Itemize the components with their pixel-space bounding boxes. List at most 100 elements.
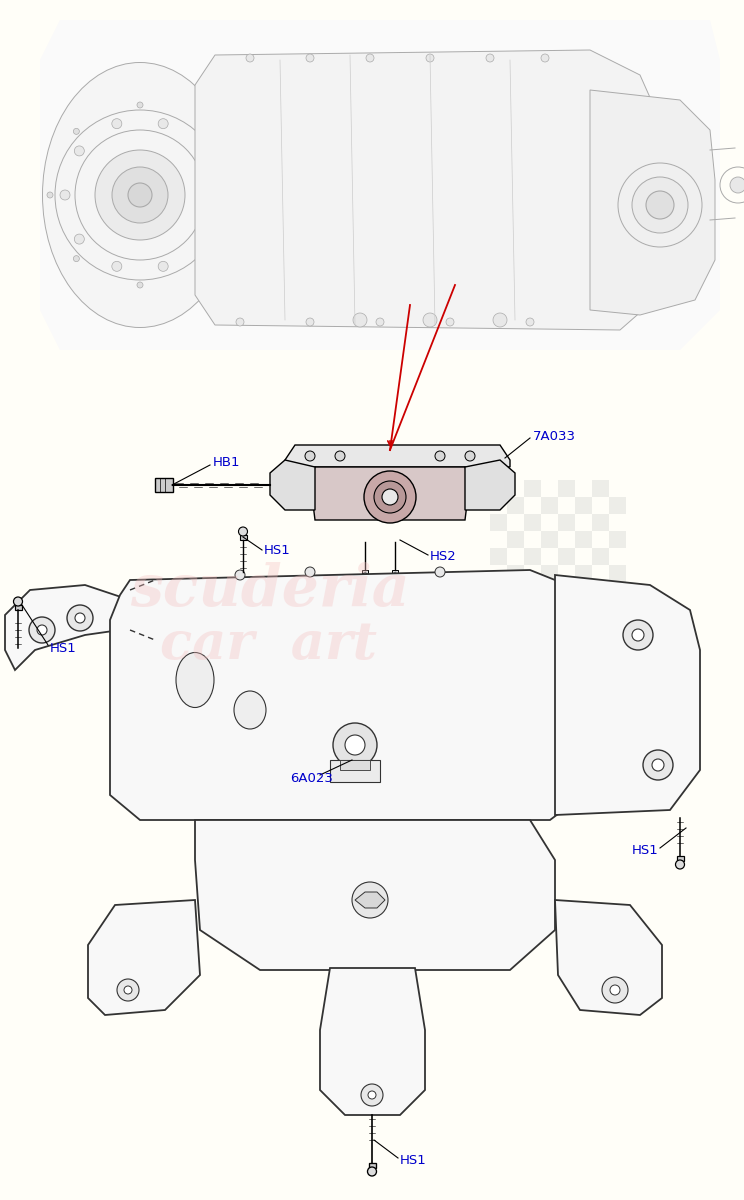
Circle shape [435, 451, 445, 461]
Circle shape [74, 128, 80, 134]
Circle shape [368, 1166, 376, 1176]
Polygon shape [40, 20, 720, 350]
Bar [524, 514, 541, 530]
Polygon shape [195, 50, 660, 330]
Polygon shape [392, 570, 398, 574]
Circle shape [74, 146, 84, 156]
Bar [575, 497, 592, 514]
Bar [558, 480, 575, 497]
Bar [558, 582, 575, 599]
Text: HS1: HS1 [632, 844, 658, 857]
Polygon shape [88, 900, 200, 1015]
Polygon shape [270, 460, 315, 510]
Circle shape [368, 1091, 376, 1099]
Circle shape [333, 722, 377, 767]
Circle shape [112, 167, 168, 223]
Circle shape [13, 596, 22, 606]
Polygon shape [285, 445, 510, 467]
Circle shape [201, 256, 207, 262]
Text: HB1: HB1 [213, 456, 240, 468]
Polygon shape [14, 605, 22, 610]
Polygon shape [155, 478, 173, 492]
Ellipse shape [42, 62, 237, 328]
Circle shape [352, 882, 388, 918]
Circle shape [196, 234, 205, 244]
Circle shape [137, 102, 143, 108]
Polygon shape [465, 460, 515, 510]
Polygon shape [5, 584, 130, 670]
Bar [490, 548, 507, 565]
Circle shape [112, 262, 122, 271]
Polygon shape [555, 575, 700, 815]
Circle shape [446, 318, 454, 326]
Circle shape [374, 481, 406, 514]
Bar [490, 514, 507, 530]
Bar [541, 565, 558, 582]
Circle shape [239, 527, 248, 536]
Bar [609, 497, 626, 514]
Polygon shape [310, 467, 470, 520]
Bar [507, 565, 524, 582]
Circle shape [602, 977, 628, 1003]
Circle shape [526, 318, 534, 326]
Circle shape [632, 629, 644, 641]
Circle shape [124, 986, 132, 994]
Bar [541, 497, 558, 514]
Circle shape [75, 613, 85, 623]
Bar [592, 582, 609, 599]
Bar [575, 565, 592, 582]
Circle shape [382, 490, 398, 505]
Polygon shape [368, 1163, 376, 1168]
Bar [558, 548, 575, 565]
Text: HS1: HS1 [400, 1153, 427, 1166]
Ellipse shape [176, 653, 214, 708]
Circle shape [423, 313, 437, 326]
Text: 7A033: 7A033 [533, 430, 576, 443]
Circle shape [128, 182, 152, 206]
Circle shape [730, 176, 744, 193]
Circle shape [306, 54, 314, 62]
Circle shape [643, 750, 673, 780]
Polygon shape [195, 820, 555, 970]
Circle shape [60, 190, 70, 200]
Circle shape [652, 758, 664, 770]
Text: 6A023: 6A023 [290, 772, 333, 785]
Circle shape [95, 150, 185, 240]
Polygon shape [110, 570, 590, 820]
Circle shape [646, 191, 674, 218]
Circle shape [74, 234, 84, 244]
Circle shape [210, 190, 220, 200]
Bar [609, 530, 626, 548]
Circle shape [47, 192, 53, 198]
Circle shape [391, 572, 399, 580]
Circle shape [493, 313, 507, 326]
Bar [524, 582, 541, 599]
Circle shape [37, 625, 47, 635]
Circle shape [201, 128, 207, 134]
Bar [330, 760, 380, 782]
Polygon shape [355, 892, 385, 908]
Bar [507, 530, 524, 548]
Circle shape [67, 605, 93, 631]
Circle shape [236, 318, 244, 326]
Circle shape [335, 451, 345, 461]
Polygon shape [362, 570, 368, 574]
Text: scuderia: scuderia [130, 562, 410, 618]
Bar [575, 530, 592, 548]
Circle shape [623, 620, 653, 650]
Circle shape [610, 985, 620, 995]
Circle shape [29, 617, 55, 643]
Circle shape [227, 192, 233, 198]
Bar [524, 548, 541, 565]
Circle shape [305, 566, 315, 577]
Circle shape [74, 256, 80, 262]
Bar [490, 480, 507, 497]
Circle shape [363, 893, 377, 907]
Circle shape [158, 262, 168, 271]
Text: HS1: HS1 [50, 642, 77, 654]
Circle shape [486, 54, 494, 62]
Polygon shape [320, 968, 425, 1115]
Bar [541, 530, 558, 548]
Circle shape [364, 470, 416, 523]
Circle shape [632, 176, 688, 233]
